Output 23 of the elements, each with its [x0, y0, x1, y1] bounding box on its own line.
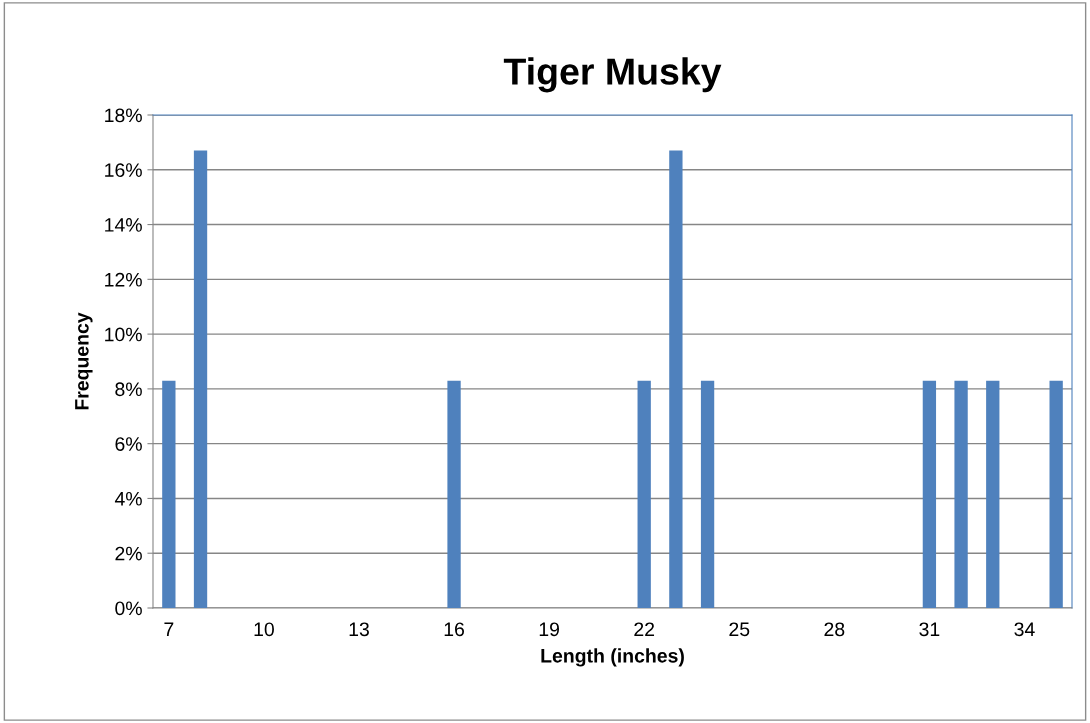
- y-tick-label: 4%: [114, 492, 142, 506]
- x-tick-label: 22: [634, 622, 655, 636]
- y-tick-label: 14%: [105, 218, 142, 232]
- x-tick-label: 10: [254, 622, 274, 637]
- x-tick-label: 31: [919, 622, 940, 637]
- x-tick-label: 16: [444, 622, 465, 637]
- x-axis-title: Length (inches): [541, 648, 684, 667]
- x-tick-label: 19: [539, 622, 560, 637]
- x-tick-label: 28: [824, 622, 845, 637]
- y-tick-label: 10%: [105, 327, 142, 342]
- x-tick-label: 7: [164, 622, 174, 636]
- y-axis-title: Frequency: [75, 312, 93, 410]
- y-tick-label: 12%: [105, 272, 142, 287]
- x-tick-label: 34: [1014, 622, 1035, 637]
- y-tick-label: 16%: [105, 163, 142, 178]
- chart-title: Tiger Musky: [503, 57, 722, 93]
- y-tick-label: 6%: [115, 437, 142, 451]
- x-tick-label: 25: [729, 622, 750, 637]
- y-tick-label: 2%: [115, 546, 142, 561]
- y-tick-label: 18%: [105, 108, 142, 123]
- x-tick-label: 13: [349, 622, 369, 637]
- y-tick-label: 8%: [115, 382, 142, 397]
- y-tick-label: 0%: [115, 601, 142, 616]
